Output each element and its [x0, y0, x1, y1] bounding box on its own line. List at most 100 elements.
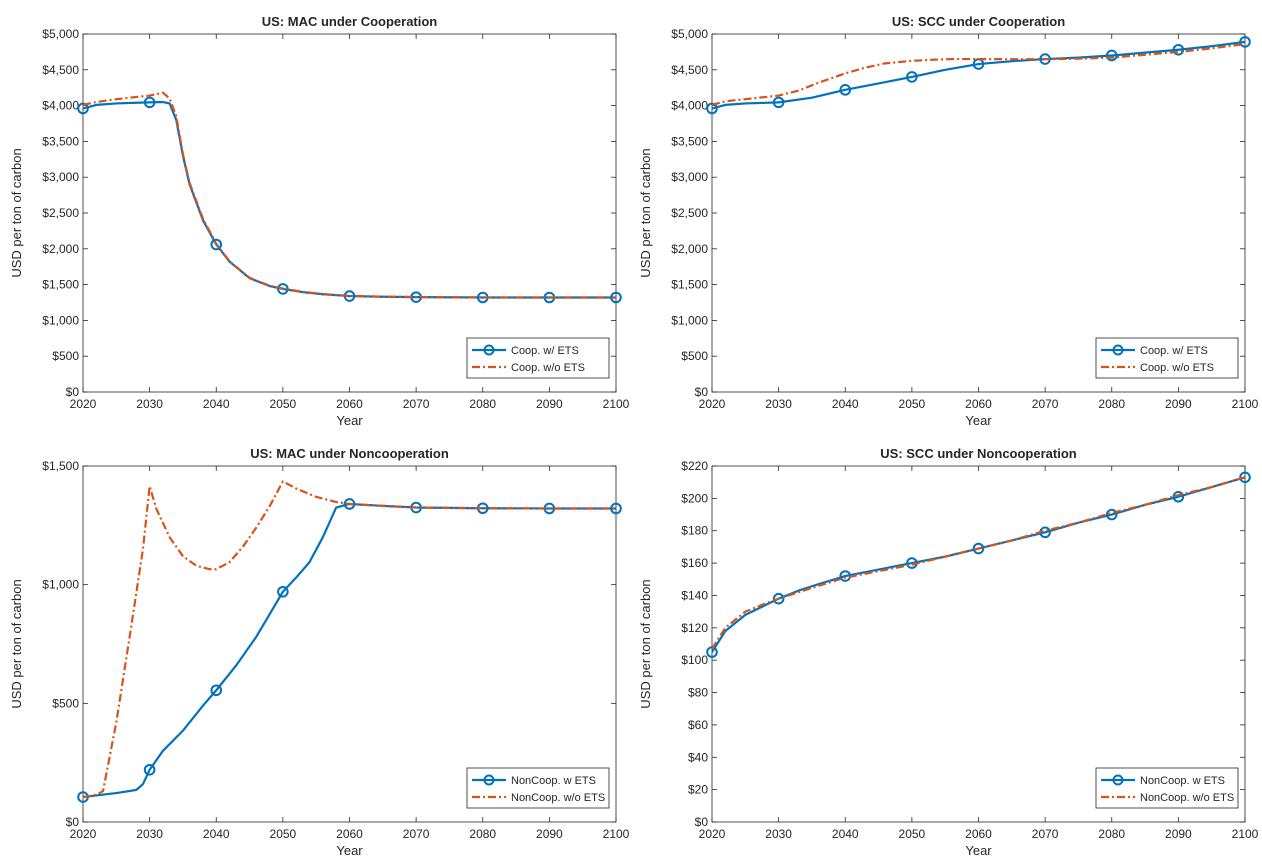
- y-tick-label: $0: [695, 815, 709, 829]
- x-tick-label: 2030: [765, 397, 792, 411]
- y-tick-label: $1,500: [42, 278, 79, 292]
- data-point-marker: [772, 592, 785, 605]
- x-tick-label: 2030: [765, 827, 792, 841]
- x-tick-label: 2100: [1232, 827, 1259, 841]
- chart-panel-scc-noncooperation: US: SCC under Noncooperation Year USD pe…: [638, 446, 1259, 858]
- legend-swatch-marker: [483, 774, 495, 786]
- x-tick-label: 2080: [469, 827, 496, 841]
- data-point-marker: [77, 102, 89, 115]
- legend-swatch-marker: [1112, 344, 1124, 356]
- x-tick-label: 2020: [699, 827, 726, 841]
- y-tick-label: $4,000: [42, 99, 79, 113]
- x-tick-label: 2100: [1232, 397, 1259, 411]
- legend-entry-label: NonCoop. w/o ETS: [1140, 792, 1234, 804]
- legend-entry-label: NonCoop. w/o ETS: [511, 792, 605, 804]
- y-tick-label: $1,500: [42, 459, 79, 473]
- x-tick-label: 2090: [536, 827, 563, 841]
- legend: NonCoop. w ETS NonCoop. w/o ETS: [1095, 767, 1239, 809]
- x-axis-label: Year: [336, 843, 363, 858]
- x-tick-label: 2080: [1098, 827, 1125, 841]
- y-tick-label: $180: [681, 524, 708, 538]
- legend-entry-label: NonCoop. w ETS: [511, 775, 596, 787]
- x-tick-label: 2050: [899, 827, 926, 841]
- x-tick-label: 2040: [832, 827, 859, 841]
- legend-box: [466, 767, 610, 809]
- series-line-with-ets: [83, 502, 616, 799]
- y-tick-label: $1,000: [671, 313, 708, 327]
- y-tick-label: $500: [52, 349, 79, 363]
- y-tick-label: $0: [66, 815, 80, 829]
- data-point-marker: [1239, 36, 1251, 48]
- series-line-without-ets: [83, 480, 616, 799]
- series-line-without-ets: [712, 42, 1245, 106]
- data-point-marker: [706, 102, 718, 115]
- chart-panel-scc-cooperation: US: SCC under Cooperation Year USD per t…: [638, 14, 1259, 428]
- legend-entry-label: Coop. w/o ETS: [1140, 362, 1214, 374]
- legend-swatch-marker: [1112, 774, 1124, 786]
- x-tick-label: 2070: [403, 397, 430, 411]
- x-tick-label: 2070: [403, 827, 430, 841]
- data-point-marker: [343, 498, 356, 510]
- y-tick-label: $4,000: [671, 99, 708, 113]
- x-axis-label: Year: [965, 843, 992, 858]
- data-point-marker: [1172, 43, 1185, 56]
- y-tick-label: $1,500: [671, 278, 708, 292]
- chart-title: US: MAC under Noncooperation: [250, 446, 449, 461]
- legend-entry-label: Coop. w/o ETS: [511, 362, 585, 374]
- x-tick-label: 2020: [699, 397, 726, 411]
- x-tick-label: 2040: [203, 827, 230, 841]
- chart-panel-mac-noncooperation: US: MAC under Noncooperation Year USD pe…: [9, 446, 630, 858]
- series-line-without-ets: [83, 91, 616, 299]
- x-tick-label: 2070: [1032, 827, 1059, 841]
- y-tick-label: $5,000: [42, 27, 79, 41]
- legend-box: [1095, 767, 1239, 809]
- data-point-marker: [610, 502, 622, 515]
- x-tick-label: 2060: [965, 397, 992, 411]
- chart-title: US: SCC under Noncooperation: [880, 446, 1077, 461]
- data-point-marker: [610, 291, 622, 304]
- x-tick-label: 2090: [1165, 397, 1192, 411]
- series-line-with-ets: [712, 40, 1245, 110]
- y-tick-label: $0: [66, 385, 80, 399]
- legend: NonCoop. w ETS NonCoop. w/o ETS: [466, 767, 610, 809]
- x-tick-label: 2060: [336, 397, 363, 411]
- x-axis-label: Year: [965, 413, 992, 428]
- y-tick-label: $120: [681, 621, 708, 635]
- data-point-marker: [1105, 508, 1118, 521]
- x-tick-label: 2090: [536, 397, 563, 411]
- y-tick-label: $220: [681, 459, 708, 473]
- y-tick-label: $4,500: [42, 63, 79, 77]
- y-tick-label: $160: [681, 556, 708, 570]
- y-tick-label: $140: [681, 588, 708, 602]
- x-tick-label: 2030: [136, 397, 163, 411]
- y-axis-label: USD per ton of carbon: [9, 148, 24, 277]
- data-point-marker: [1172, 490, 1185, 503]
- chart-panel-mac-cooperation: US: MAC under Cooperation Year USD per t…: [9, 14, 630, 428]
- x-axis-label: Year: [336, 413, 363, 428]
- data-point-marker: [210, 684, 223, 697]
- data-point-marker: [1105, 49, 1118, 62]
- legend-entry-label: Coop. w/ ETS: [511, 345, 579, 357]
- y-tick-label: $3,000: [42, 170, 79, 184]
- y-tick-label: $80: [688, 686, 708, 700]
- y-tick-label: $20: [688, 783, 708, 797]
- x-tick-label: 2040: [203, 397, 230, 411]
- x-tick-label: 2100: [603, 397, 630, 411]
- x-tick-label: 2080: [469, 397, 496, 411]
- x-tick-label: 2090: [1165, 827, 1192, 841]
- legend-entry-label: NonCoop. w ETS: [1140, 775, 1225, 787]
- y-tick-label: $500: [681, 349, 708, 363]
- data-point-marker: [839, 84, 852, 96]
- data-point-marker: [143, 763, 156, 776]
- y-axis-label: USD per ton of carbon: [638, 148, 653, 277]
- y-tick-label: $4,500: [671, 63, 708, 77]
- series-line-with-ets: [83, 100, 616, 299]
- series-line-without-ets: [712, 476, 1245, 650]
- y-tick-label: $500: [52, 696, 79, 710]
- y-tick-label: $60: [688, 718, 708, 732]
- x-tick-label: 2080: [1098, 397, 1125, 411]
- x-tick-label: 2050: [899, 397, 926, 411]
- chart-title: US: MAC under Cooperation: [262, 14, 438, 29]
- y-tick-label: $3,500: [671, 134, 708, 148]
